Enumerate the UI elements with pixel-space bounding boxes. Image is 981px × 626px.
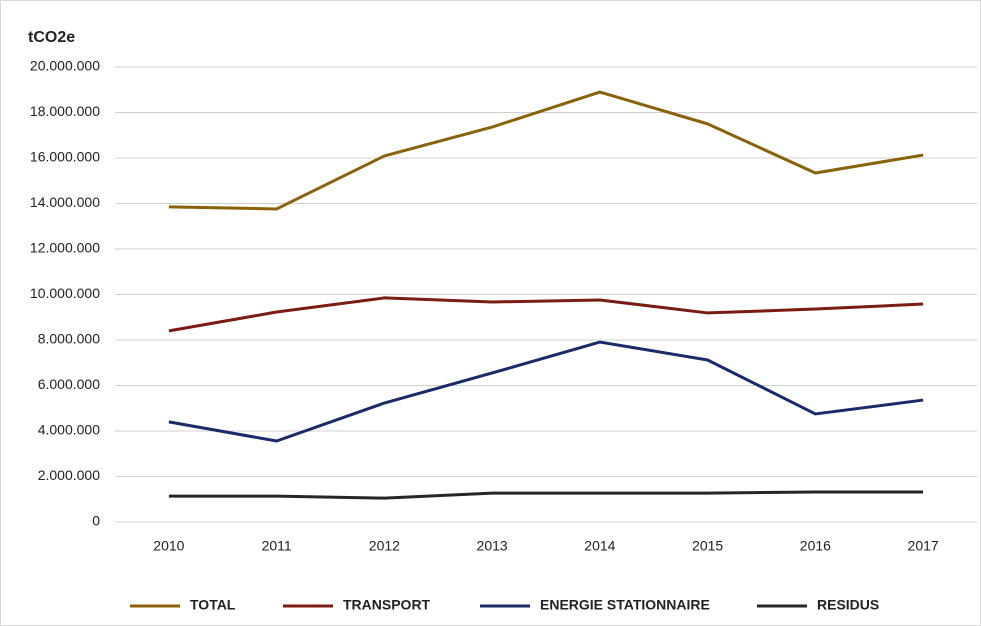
series-line [168,490,924,500]
x-tick-label: 2011 [262,538,292,554]
y-tick-label: 12.000.000 [30,240,100,256]
y-tick-label: 0 [92,513,100,529]
legend-label: RESIDUS [817,597,879,613]
y-axis-label: tCO2e [28,29,75,46]
x-tick-label: 2015 [692,538,723,554]
series-line [168,90,924,211]
series-line [168,340,924,443]
x-tick-label: 2016 [800,538,831,554]
legend-label: ENERGIE STATIONNAIRE [540,597,710,613]
x-tick-label: 2014 [584,538,615,554]
legend-label: TOTAL [190,597,236,613]
y-tick-label: 10.000.000 [30,285,100,301]
x-tick-label: 2012 [369,538,400,554]
y-tick-label: 16.000.000 [30,149,100,165]
y-tick-label: 18.000.000 [30,103,100,119]
y-tick-label: 20.000.000 [30,58,100,74]
y-tick-label: 8.000.000 [38,331,100,347]
x-tick-label: 2017 [908,538,939,554]
y-tick-label: 2.000.000 [38,467,100,483]
y-tick-label: 14.000.000 [30,194,100,210]
x-tick-label: 2010 [153,538,184,554]
y-tick-label: 6.000.000 [38,376,100,392]
legend-label: TRANSPORT [343,597,431,613]
series-line [168,296,924,333]
y-tick-label: 4.000.000 [38,422,100,438]
x-tick-label: 2013 [477,538,508,554]
